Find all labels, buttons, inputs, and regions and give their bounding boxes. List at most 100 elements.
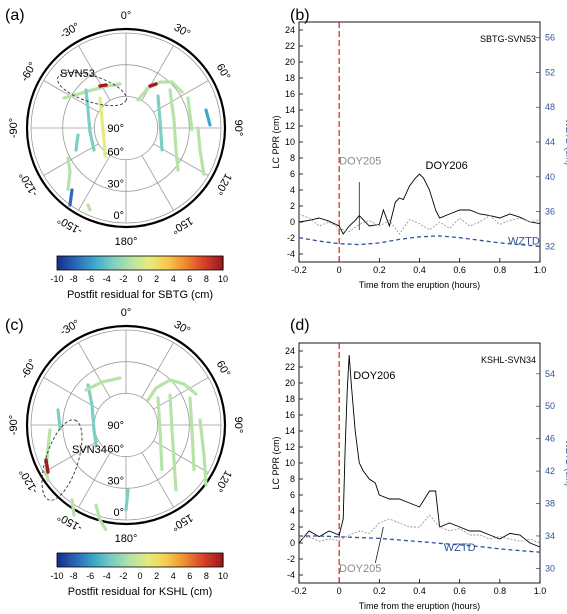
day-label-secondary: DOY205 (339, 563, 381, 575)
y-tick-label: 16 (285, 89, 295, 99)
colorbar-segment (98, 256, 102, 270)
plot-frame (298, 342, 541, 584)
satellite-track (66, 156, 72, 192)
colorbar-segment (167, 553, 172, 567)
azimuth-tick-label: 180° (115, 533, 138, 545)
colorbar-segment (65, 256, 69, 270)
y2-tick-label: 30 (545, 563, 555, 573)
azimuth-tick-label: -60° (19, 60, 40, 84)
satellite-track (62, 82, 122, 100)
colorbar-segment (59, 553, 64, 567)
y2-tick-label: 42 (545, 466, 555, 476)
azimuth-tick-label: 120° (212, 171, 234, 197)
colorbar-segment (62, 256, 66, 270)
polar-plot-a (25, 27, 227, 229)
colorbar-tick-label: -8 (70, 571, 78, 581)
colorbar-segment (128, 256, 133, 270)
colorbar-segment (115, 553, 119, 567)
colorbar-tick-label: 0 (137, 274, 142, 284)
x-tick-label: 0.6 (453, 265, 466, 275)
colorbar-segment (140, 256, 144, 270)
satellite-track (56, 408, 62, 430)
colorbar-segment (134, 553, 138, 567)
y2-tick-label: 50 (545, 401, 555, 411)
colorbar-segment (206, 256, 210, 270)
colorbar-segment (137, 553, 141, 567)
colorbar-segment (217, 553, 221, 567)
colorbar-segment (117, 553, 122, 567)
wztd-label: WZTD (444, 542, 476, 554)
satellite-label: SVN34 (72, 444, 107, 456)
colorbar-segment (192, 553, 196, 567)
y-tick-label: 0 (290, 217, 295, 227)
colorbar-segment (211, 256, 216, 270)
polar-plot-c (25, 324, 227, 532)
colorbar-segment (98, 553, 102, 567)
satellite-track (188, 396, 196, 472)
track-peak-segment (98, 83, 108, 88)
y-tick-label: 8 (290, 153, 295, 163)
colorbar-segment (195, 553, 199, 567)
y-tick-label: 16 (285, 410, 295, 420)
colorbar-segment (106, 553, 111, 567)
colorbar-title: Postfit residual for KSHL (cm) (68, 586, 212, 598)
colorbar-segment (220, 256, 224, 270)
colorbar-segment (92, 256, 97, 270)
azimuth-tick-label: 120° (212, 468, 234, 494)
day-label-primary: DOY206 (426, 160, 468, 172)
colorbar-segment (164, 256, 169, 270)
colorbar-segment (73, 256, 77, 270)
colorbar-segment (131, 256, 136, 270)
elevation-tick-label: 0° (113, 507, 124, 519)
satellite-label: SVN53 (60, 68, 95, 80)
colorbar-segment (90, 256, 94, 270)
azimuth-spoke (141, 452, 174, 508)
colorbar-segment (159, 256, 163, 270)
colorbar-segment (73, 553, 77, 567)
colorbar-segment (117, 256, 122, 270)
colorbar-segment (189, 553, 194, 567)
colorbar-segment (109, 553, 113, 567)
colorbar-segment (214, 256, 219, 270)
azimuth-spoke (43, 143, 99, 176)
colorbar-segment (209, 553, 213, 567)
colorbar-segment (134, 256, 138, 270)
colorbar-tick-label: 0 (137, 571, 142, 581)
colorbar-segment (178, 553, 183, 567)
colorbar-segment (109, 256, 113, 270)
colorbar-segment (151, 553, 155, 567)
azimuth-tick-label: -90° (8, 415, 20, 435)
azimuth-spoke (78, 452, 111, 508)
colorbar-segment (68, 553, 72, 567)
colorbar-tick-label: -8 (70, 274, 78, 284)
azimuth-spoke (78, 45, 111, 101)
y-tick-label: 10 (285, 137, 295, 147)
y-tick-label: -2 (287, 554, 295, 564)
panel-label: (b) (290, 7, 310, 24)
x-tick-label: 0.2 (373, 265, 386, 275)
colorbar-segment (68, 256, 72, 270)
colorbar-segment (192, 256, 196, 270)
elevation-tick-label: 30° (107, 178, 124, 190)
azimuth-spoke (78, 342, 111, 398)
colorbar-tick-label: -10 (50, 274, 63, 284)
azimuth-tick-label: 150° (169, 214, 195, 236)
colorbar-segment (198, 553, 202, 567)
y-tick-label: 18 (285, 73, 295, 83)
colorbar-segment (164, 553, 169, 567)
colorbar-segment (203, 256, 207, 270)
colorbar-segment (217, 256, 221, 270)
colorbar-tick-label: 4 (171, 571, 176, 581)
satellite-track (196, 126, 206, 177)
colorbar-segment (84, 553, 89, 567)
colorbar-segment (189, 256, 194, 270)
satellite-track (86, 203, 92, 212)
y2-tick-label: 52 (545, 67, 555, 77)
station-satellite-label: KSHL-SVN34 (481, 355, 536, 365)
y-tick-label: 4 (290, 506, 295, 516)
y-tick-label: 6 (290, 490, 295, 500)
colorbar-segment (62, 553, 66, 567)
colorbar-tick-label: 4 (171, 274, 176, 284)
azimuth-spoke (78, 155, 111, 211)
